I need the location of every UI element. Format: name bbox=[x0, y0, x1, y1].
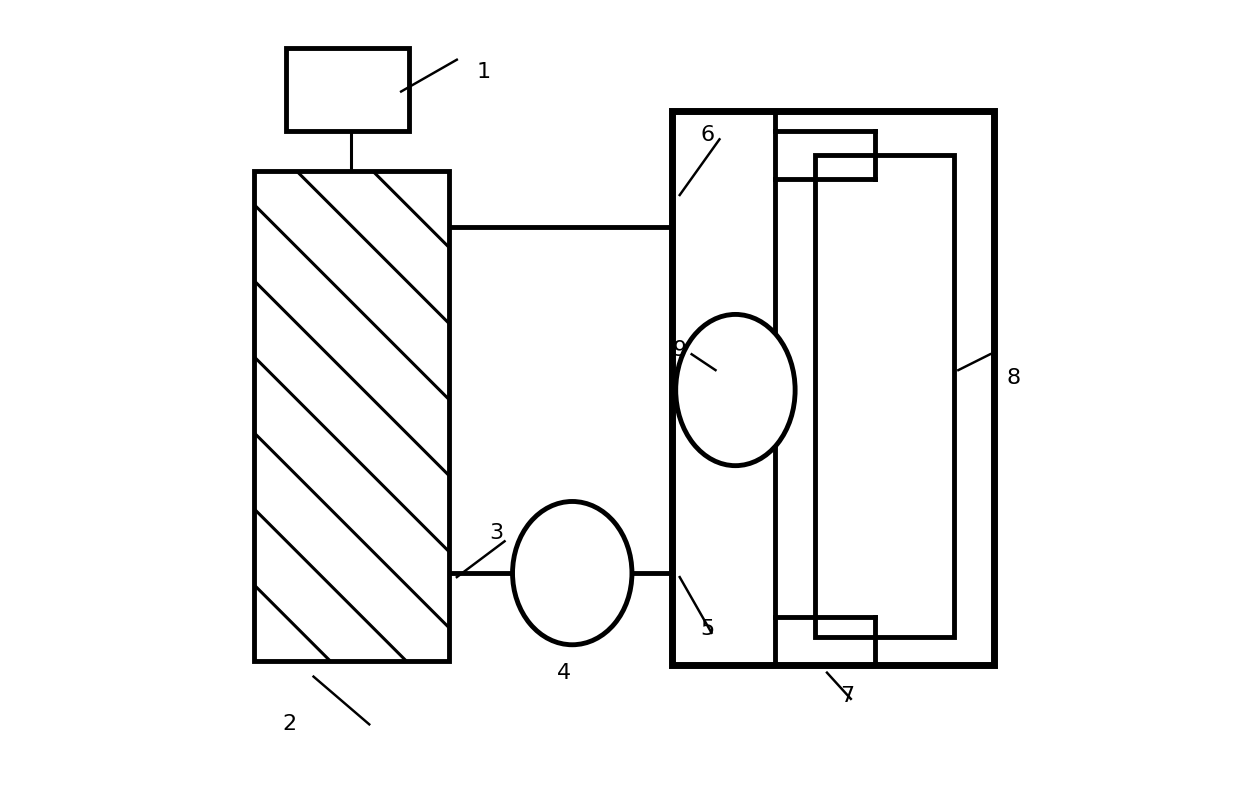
Bar bbox=[254, 171, 449, 661]
Text: 5: 5 bbox=[701, 618, 714, 639]
Ellipse shape bbox=[676, 314, 795, 466]
Bar bbox=[285, 48, 409, 131]
Text: 9: 9 bbox=[672, 340, 687, 361]
Text: 4: 4 bbox=[557, 662, 572, 683]
Text: 8: 8 bbox=[1006, 368, 1021, 388]
Bar bbox=[672, 111, 994, 665]
Text: 1: 1 bbox=[476, 61, 491, 82]
Text: 7: 7 bbox=[839, 686, 854, 707]
Text: 3: 3 bbox=[490, 523, 503, 544]
Text: 2: 2 bbox=[283, 714, 296, 735]
Ellipse shape bbox=[512, 501, 632, 645]
Text: 6: 6 bbox=[701, 125, 714, 146]
Bar bbox=[815, 155, 955, 637]
